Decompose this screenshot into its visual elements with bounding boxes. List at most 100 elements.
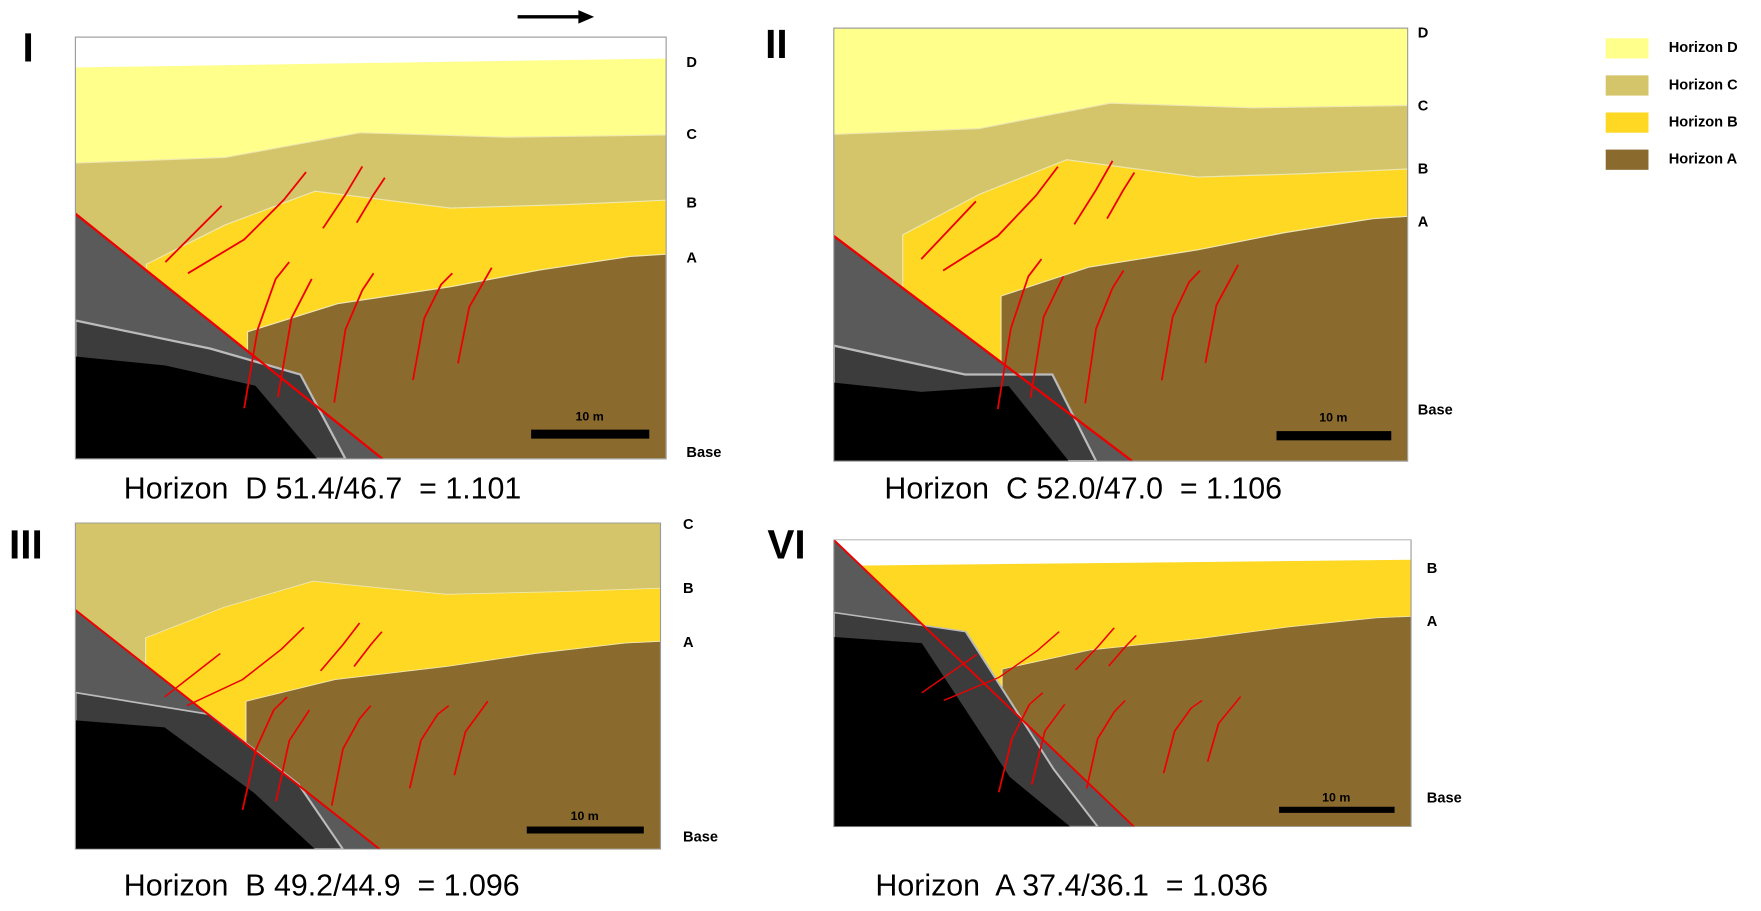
fault [997,692,1044,793]
frame [833,27,1409,462]
fault [243,261,290,409]
fault [921,654,978,694]
horizon-label: D [686,55,697,71]
fault [319,622,361,672]
frame [74,36,667,460]
caption: Horizon B 49.2/44.9 = 1.096 [124,869,520,902]
horizon-label: B [1427,561,1438,577]
fault [322,165,364,229]
detachment-fault [75,609,381,850]
horizon-label: B [1418,162,1429,178]
fault [1106,171,1136,220]
fault [1085,700,1126,789]
fault [187,171,307,275]
fault [1029,275,1065,398]
fault [412,272,453,381]
horizon-label: Base [1418,402,1453,418]
horizon-label: C [1418,99,1429,115]
horizon-label: A [1418,215,1429,231]
scale-bar [1276,431,1392,441]
scale-bar [531,429,650,439]
fault [163,652,221,698]
fault [1084,270,1125,404]
detachment-fault [75,212,384,459]
horizon-label: A [683,635,694,651]
cross-section [74,36,667,460]
horizon-label: Base [686,445,721,461]
legend-swatch [1605,38,1649,59]
legend-label: Horizon B [1669,114,1738,130]
section-body [833,28,1408,462]
fault [355,177,386,224]
fault [164,205,223,263]
legend-label: Horizon D [1669,40,1738,56]
frame [833,539,1412,828]
horizon-label: A [1427,614,1438,630]
fault [277,278,313,398]
panel-label: I [23,24,34,70]
sky [833,539,1412,566]
basement [833,382,1069,462]
fault [1160,269,1201,381]
fault [942,166,1059,272]
panel-label: III [9,521,43,567]
sky [75,37,667,68]
fault [241,696,288,811]
horizon-label: Base [1427,790,1462,806]
legend-label: Horizon A [1669,152,1738,168]
basement [75,720,316,850]
legend-label: Horizon C [1669,77,1738,93]
fault [457,267,493,364]
horizon-label: D [1418,26,1429,42]
section-body [75,522,661,850]
fault [453,700,489,776]
fault [408,705,450,789]
horizon-label: B [683,581,694,597]
fault [996,258,1043,410]
fault [1074,627,1115,671]
section-body [833,539,1412,827]
cross-section [833,539,1412,828]
fault [1107,635,1137,667]
scale-bar [526,826,644,834]
scale-bar [1279,806,1395,813]
frame [74,522,662,850]
fault [920,200,977,260]
horizon-label: B [686,195,697,211]
fault [1073,160,1114,225]
caption: Horizon D 51.4/46.7 = 1.101 [124,472,522,505]
cross-section [74,522,662,850]
fault [943,631,1060,701]
basement [75,356,318,459]
legend-swatch [1605,112,1649,133]
fault [1162,700,1203,774]
fault [1204,264,1240,364]
horizon-label: Base [683,830,718,846]
fault [353,631,383,667]
legend-swatch [1605,75,1649,96]
caption: Horizon C 52.0/47.0 = 1.106 [884,472,1282,505]
fault [330,705,372,806]
cross-section [833,27,1409,462]
basement [833,636,1071,827]
horizon-label: C [686,127,697,143]
horizon-label: A [686,251,697,267]
legend-swatch [1605,149,1649,170]
fault [186,626,305,707]
fault [275,709,311,802]
panel-label: VI [767,521,805,567]
section-body [75,37,667,459]
direction-arrow [517,10,595,24]
fault [333,272,375,403]
fault [1206,696,1242,762]
scale-label: 10 m [1319,411,1347,425]
caption: Horizon A 37.4/36.1 = 1.036 [875,869,1268,902]
scale-label: 10 m [576,410,604,424]
fault [1030,704,1066,785]
detachment-fault [833,235,1133,462]
scale-label: 10 m [571,809,599,823]
scale-label: 10 m [1322,791,1350,805]
horizon-label: C [683,517,694,533]
